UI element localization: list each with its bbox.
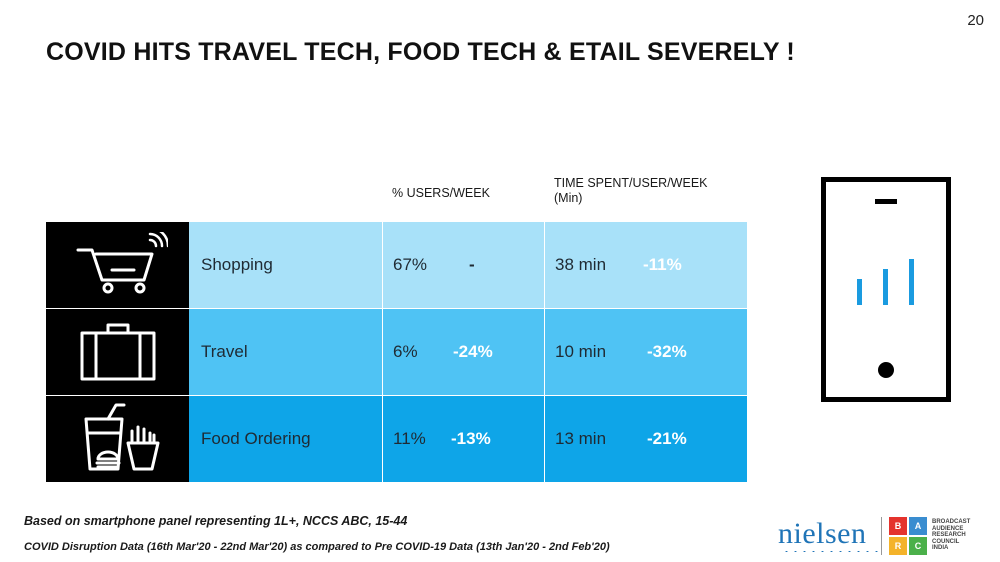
barc-text-line: AUDIENCE — [932, 525, 964, 532]
shopping-cart-icon — [46, 222, 189, 308]
table-row: Food Ordering 11% -13% 13 min -21% — [46, 396, 748, 482]
users-value: 6% — [393, 342, 418, 361]
time-value: 13 min — [555, 429, 607, 448]
logo-divider — [881, 517, 882, 555]
nielsen-logo-dots — [782, 550, 878, 553]
barc-logo-text: BROADCAST AUDIENCE RESEARCH COUNCIL INDI… — [932, 519, 988, 552]
category-label: Travel — [189, 309, 382, 395]
barc-letter: C — [909, 537, 927, 555]
usage-table: Shopping 67% - 38 min -11% Travel 6% -24… — [46, 222, 748, 482]
time-change: -32% — [647, 342, 687, 361]
barc-text-line: INDIA — [932, 545, 949, 551]
category-label: Food Ordering — [189, 396, 382, 482]
barc-logo: B A R C — [889, 517, 927, 555]
footnote-panel: Based on smartphone panel representing 1… — [24, 514, 408, 528]
time-change: -21% — [647, 429, 687, 448]
time-value: 38 min — [555, 255, 607, 274]
nielsen-logo: nielsen — [778, 517, 867, 550]
table-row: Shopping 67% - 38 min -11% — [46, 222, 748, 308]
users-change: -24% — [453, 342, 493, 361]
smartphone-icon — [821, 177, 951, 402]
table-row: Travel 6% -24% 10 min -32% — [46, 309, 748, 395]
users-cell: 11% -13% — [382, 396, 544, 482]
fast-food-icon — [46, 396, 189, 482]
users-change: -13% — [451, 429, 491, 448]
suitcase-icon — [46, 309, 189, 395]
barc-letter: R — [889, 537, 907, 555]
barc-text-line: BROADCAST — [932, 519, 971, 525]
users-value: 67% — [393, 255, 428, 274]
column-header-time-line1: TIME SPENT/USER/WEEK — [554, 176, 708, 190]
page-number: 20 — [967, 12, 984, 29]
time-cell: 38 min -11% — [544, 222, 747, 308]
time-value: 10 min — [555, 342, 607, 361]
users-cell: 67% - — [382, 222, 544, 308]
logo-area: nielsen B A R C BROADCAST AUDIENCE RESEA… — [778, 513, 988, 557]
users-value: 11% — [393, 429, 426, 448]
barc-letter: A — [909, 517, 927, 535]
time-cell: 10 min -32% — [544, 309, 747, 395]
category-label: Shopping — [189, 222, 382, 308]
users-change: - — [469, 255, 475, 274]
barc-text-line: RESEARCH — [932, 532, 966, 538]
column-header-users: % USERS/WEEK — [392, 186, 490, 200]
barc-letter: B — [889, 517, 907, 535]
time-change: -11% — [643, 255, 682, 274]
barc-text-line: COUNCIL — [932, 538, 960, 545]
users-cell: 6% -24% — [382, 309, 544, 395]
column-header-time: TIME SPENT/USER/WEEK (Min) — [554, 176, 708, 206]
time-cell: 13 min -21% — [544, 396, 747, 482]
column-header-time-line2: (Min) — [554, 191, 583, 205]
footnote-dates: COVID Disruption Data (16th Mar'20 - 22n… — [24, 541, 610, 553]
slide-title: COVID HITS TRAVEL TECH, FOOD TECH & ETAI… — [46, 38, 795, 66]
